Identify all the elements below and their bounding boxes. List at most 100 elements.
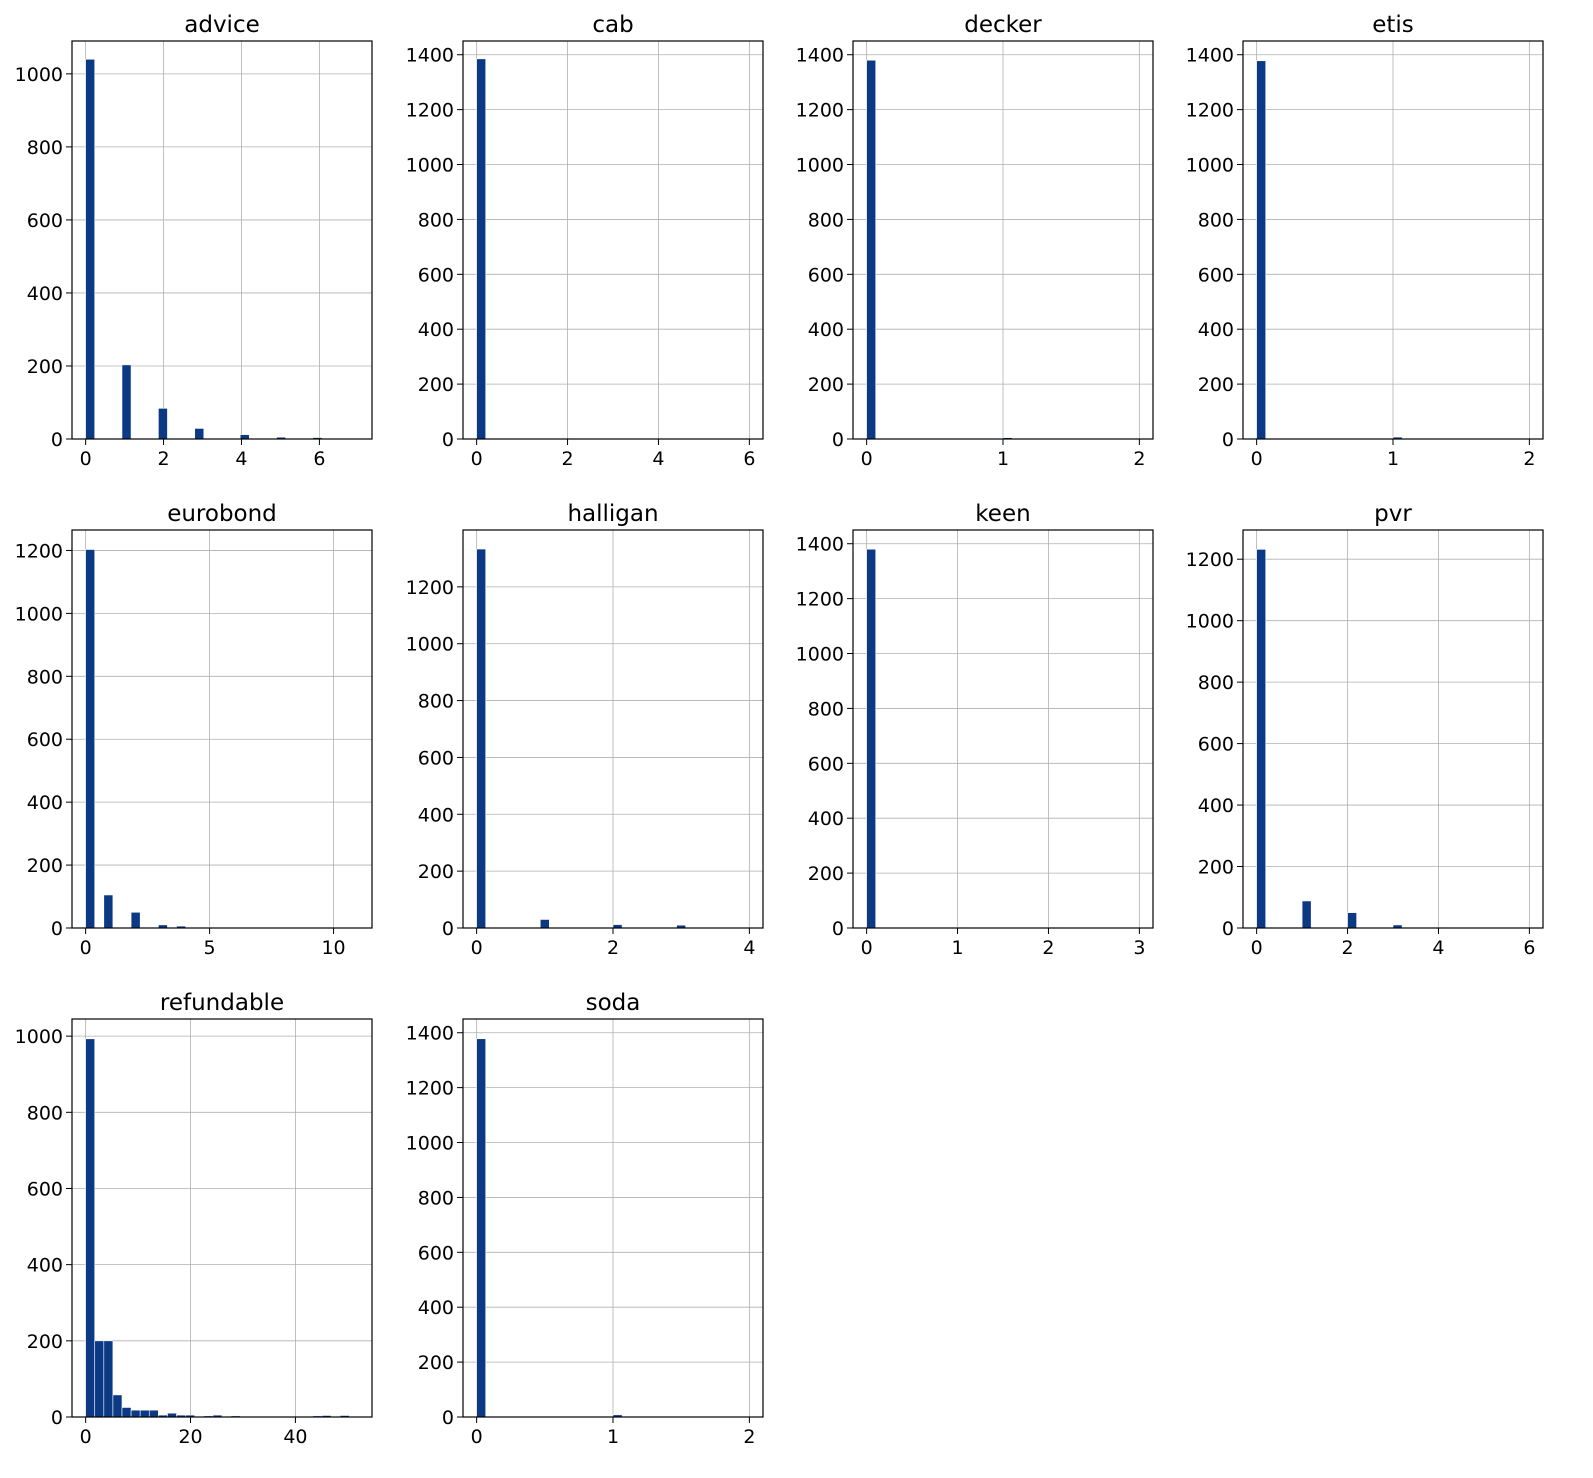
refundable-ytick-label-1000: 1000 — [15, 1026, 63, 1048]
advice-ytick-label-200: 200 — [27, 356, 63, 378]
keen-xtick-label-1: 1 — [951, 937, 963, 959]
halligan-xtick-label-2: 2 — [607, 937, 619, 959]
cab-ytick-label-1000: 1000 — [406, 155, 454, 177]
advice-bar-3 — [194, 428, 205, 440]
cab-bar-0 — [476, 58, 487, 440]
soda-ytick-label-1200: 1200 — [406, 1078, 454, 1100]
panel-keen: 0 200 400 600 800 1000 1200 1400 0 1 2 3 keen — [796, 501, 1154, 959]
halligan-ytick-label-1200: 1200 — [406, 577, 454, 599]
refundable-axes-frame — [71, 1018, 373, 1418]
pvr-ytick-label-600: 600 — [1198, 734, 1234, 756]
cab-axes-frame — [462, 40, 764, 440]
decker-ytick-label-800: 800 — [808, 209, 844, 231]
pvr-ytick-label-400: 400 — [1198, 795, 1234, 817]
cab-panel-title: cab — [592, 12, 633, 38]
advice-ytick-label-0: 0 — [51, 429, 63, 451]
pvr-xtick-label-0: 0 — [1251, 937, 1263, 959]
keen-ytick-label-0: 0 — [832, 918, 844, 940]
soda-xtick-label-1: 1 — [607, 1426, 619, 1448]
decker-bar-0 — [866, 59, 877, 440]
halligan-ytick-label-1000: 1000 — [406, 634, 454, 656]
refundable-ytick-label-200: 200 — [27, 1331, 63, 1353]
etis-xtick-label-2: 2 — [1523, 448, 1535, 470]
eurobond-xtick-label-5: 5 — [204, 937, 216, 959]
pvr-bar-0 — [1256, 549, 1267, 929]
refundable-xtick-label-0: 0 — [80, 1426, 92, 1448]
soda-xtick-label-0: 0 — [471, 1426, 483, 1448]
soda-ytick-label-800: 800 — [418, 1187, 454, 1209]
eurobond-bar-1 — [103, 894, 114, 929]
soda-panel-title: soda — [586, 990, 641, 1016]
soda-ytick-label-1000: 1000 — [406, 1133, 454, 1155]
decker-ytick-label-0: 0 — [832, 429, 844, 451]
refundable-bar-2 — [103, 1340, 114, 1418]
etis-ytick-label-200: 200 — [1198, 374, 1234, 396]
panel-pvr: 0 200 400 600 800 1000 1200 0 2 4 6 pvr — [1186, 501, 1544, 959]
pvr-bar-2 — [1347, 912, 1357, 929]
pvr-xtick-label-6: 6 — [1523, 937, 1535, 959]
soda-ytick-label-400: 400 — [418, 1297, 454, 1319]
keen-xtick-label-3: 3 — [1133, 937, 1145, 959]
eurobond-panel-title: eurobond — [167, 501, 277, 527]
cab-xtick-label-2: 2 — [561, 448, 573, 470]
cab-ytick-label-400: 400 — [418, 319, 454, 341]
refundable-xtick-label-40: 40 — [283, 1426, 307, 1448]
advice-bar-1 — [121, 364, 132, 440]
cab-ytick-label-1200: 1200 — [406, 100, 454, 122]
panel-cab: 0 200 400 600 800 1000 1200 1400 0 2 4 6 cab — [406, 12, 764, 470]
refundable-panel-title: refundable — [160, 990, 284, 1016]
refundable-ytick-label-400: 400 — [27, 1255, 63, 1277]
keen-xtick-label-0: 0 — [861, 937, 873, 959]
refundable-bar-1 — [94, 1340, 105, 1418]
cab-ytick-label-1400: 1400 — [406, 45, 454, 67]
soda-ytick-label-200: 200 — [418, 1352, 454, 1374]
etis-ytick-label-400: 400 — [1198, 319, 1234, 341]
refundable-bar-7 — [148, 1409, 159, 1418]
halligan-ytick-label-0: 0 — [442, 918, 454, 940]
cab-ytick-label-600: 600 — [418, 264, 454, 286]
eurobond-bar-2 — [130, 911, 141, 929]
advice-panel-title: advice — [184, 12, 260, 38]
panel-soda: 0 200 400 600 800 1000 1200 1400 0 1 2 soda — [406, 990, 764, 1448]
advice-xtick-label-0: 0 — [80, 448, 92, 470]
refundable-ytick-label-800: 800 — [27, 1102, 63, 1124]
eurobond-ytick-label-600: 600 — [27, 729, 63, 751]
etis-panel-title: etis — [1372, 12, 1414, 38]
cab-xtick-label-6: 6 — [743, 448, 755, 470]
refundable-ytick-label-600: 600 — [27, 1178, 63, 1200]
cab-ytick-label-800: 800 — [418, 209, 454, 231]
keen-ytick-label-1400: 1400 — [796, 534, 844, 556]
soda-ytick-label-600: 600 — [418, 1242, 454, 1264]
advice-ytick-label-1000: 1000 — [15, 64, 63, 86]
cab-xtick-label-4: 4 — [652, 448, 664, 470]
decker-xtick-label-1: 1 — [997, 448, 1009, 470]
eurobond-xtick-label-0: 0 — [80, 937, 92, 959]
cab-ytick-label-0: 0 — [442, 429, 454, 451]
eurobond-ytick-label-1000: 1000 — [15, 603, 63, 625]
halligan-ytick-label-600: 600 — [418, 747, 454, 769]
panel-etis: 0 200 400 600 800 1000 1200 1400 0 1 2 etis — [1186, 12, 1544, 470]
halligan-xtick-label-0: 0 — [471, 937, 483, 959]
halligan-ytick-label-200: 200 — [418, 861, 454, 883]
refundable-ytick-label-0: 0 — [51, 1407, 63, 1429]
advice-xtick-label-4: 4 — [235, 448, 247, 470]
refundable-bar-0 — [85, 1038, 96, 1418]
decker-ytick-label-1000: 1000 — [796, 155, 844, 177]
cab-ytick-label-200: 200 — [418, 374, 454, 396]
eurobond-bar-0 — [85, 549, 96, 929]
decker-ytick-label-1200: 1200 — [796, 100, 844, 122]
pvr-panel-title: pvr — [1374, 501, 1412, 527]
keen-ytick-label-800: 800 — [808, 698, 844, 720]
pvr-ytick-label-800: 800 — [1198, 672, 1234, 694]
pvr-ytick-label-0: 0 — [1222, 918, 1234, 940]
soda-ytick-label-0: 0 — [442, 1407, 454, 1429]
keen-panel-title: keen — [975, 501, 1030, 527]
keen-ytick-label-1200: 1200 — [796, 589, 844, 611]
soda-bar-0 — [476, 1038, 487, 1418]
pvr-ytick-label-1200: 1200 — [1186, 549, 1234, 571]
decker-ytick-label-1400: 1400 — [796, 45, 844, 67]
pvr-axes-frame — [1242, 529, 1544, 929]
eurobond-ytick-label-400: 400 — [27, 792, 63, 814]
advice-xtick-label-2: 2 — [158, 448, 170, 470]
